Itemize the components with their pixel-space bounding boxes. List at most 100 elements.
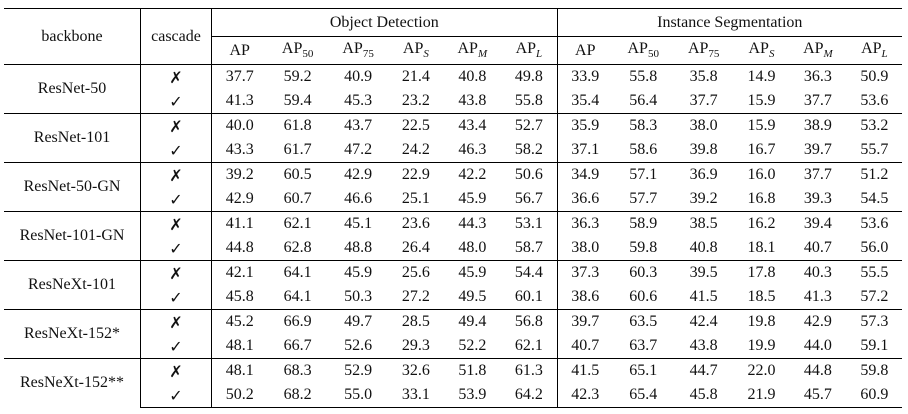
- value-cell: 16.8: [747, 190, 776, 207]
- value-cell: 15.9: [733, 113, 790, 138]
- value-cell: 39.2: [211, 162, 268, 187]
- value-cell: 37.7: [211, 64, 268, 89]
- value-cell: 38.0: [556, 236, 613, 261]
- det-metric-header: AP50: [267, 36, 328, 65]
- value-cell: 39.7: [556, 309, 613, 334]
- value-cell: 25.6: [388, 260, 444, 285]
- value-cell: 22.0: [733, 358, 790, 383]
- value-cell: 54.4: [501, 260, 558, 285]
- value-cell: 64.1: [267, 260, 328, 285]
- value-cell: 59.4: [283, 92, 312, 109]
- backbone-name: ResNet-101-GN: [4, 211, 141, 261]
- value-cell: 63.5: [612, 309, 674, 334]
- seg-metric-header: AP50: [612, 36, 674, 65]
- value-cell: 45.1: [327, 211, 389, 236]
- value-cell: 18.1: [747, 239, 776, 256]
- value-cell: 65.1: [612, 358, 674, 383]
- value-cell: 66.7: [283, 337, 312, 354]
- value-cell: 59.8: [629, 239, 658, 256]
- value-cell: 38.9: [789, 113, 847, 138]
- det-metric-header: APS: [388, 36, 444, 65]
- value-cell: 26.4: [401, 239, 430, 256]
- value-cell: 62.8: [283, 239, 312, 256]
- check-mark-icon: ✓: [140, 285, 212, 310]
- seg-metric-header: APS: [733, 36, 790, 65]
- det-metric-header: APM: [443, 36, 502, 65]
- value-cell: 62.1: [267, 211, 328, 236]
- value-cell: 40.3: [789, 260, 847, 285]
- metric-subscript: S: [768, 48, 775, 61]
- det-metric-header: AP75: [327, 36, 389, 65]
- cross-mark-icon: ✗: [140, 113, 212, 138]
- object-detection-header: Object Detection: [211, 8, 558, 37]
- cross-mark-icon: ✗: [140, 358, 212, 383]
- value-cell: 60.7: [283, 190, 312, 207]
- value-cell: 61.8: [267, 113, 328, 138]
- metric-subscript: 50: [647, 48, 659, 61]
- metric-subscript: 75: [708, 48, 720, 61]
- metric-base: AP: [402, 40, 424, 58]
- backbone-header: backbone: [4, 8, 141, 65]
- value-cell: 45.9: [458, 190, 487, 207]
- metric-base: AP: [803, 40, 824, 58]
- check-mark-icon: ✓: [140, 383, 212, 408]
- value-cell: 56.4: [629, 92, 658, 109]
- value-cell: 51.2: [846, 162, 902, 187]
- metric-base: AP: [748, 40, 769, 58]
- value-cell: 43.7: [327, 113, 389, 138]
- table-row: ✓ 50.2 68.2 55.0 33.1 53.9 64.2 42.3 65.4 45.8 21.…: [4, 383, 902, 408]
- table-row: ResNeXt-152** ✗ 48.1 68.3 52.9 32.6 51.8 61.3 41…: [4, 358, 902, 408]
- check-mark-icon: ✓: [140, 187, 212, 212]
- metric-base: AP: [515, 40, 537, 58]
- value-cell: 33.9: [556, 64, 613, 89]
- cross-mark-icon: ✗: [140, 162, 212, 187]
- value-cell: 19.9: [747, 337, 776, 354]
- value-cell: 23.6: [388, 211, 444, 236]
- value-cell: 36.9: [673, 162, 734, 187]
- value-cell: 61.3: [501, 358, 558, 383]
- value-cell: 58.6: [629, 141, 658, 158]
- value-cell: 57.3: [846, 309, 902, 334]
- value-cell: 22.5: [388, 113, 444, 138]
- value-cell: 57.7: [629, 190, 658, 207]
- value-cell: 42.4: [673, 309, 734, 334]
- metric-base: AP: [281, 40, 303, 58]
- check-mark-icon: ✓: [140, 138, 212, 163]
- check-mark-icon: ✓: [140, 236, 212, 261]
- value-cell: 37.1: [556, 138, 613, 163]
- value-cell: 55.0: [327, 383, 389, 408]
- cascade-header: cascade: [140, 8, 212, 65]
- value-cell: 49.8: [501, 64, 558, 89]
- value-cell: 40.7: [803, 239, 832, 256]
- value-cell: 52.9: [327, 358, 389, 383]
- cross-mark-icon: ✗: [140, 309, 212, 334]
- value-cell: 23.2: [401, 92, 430, 109]
- metric-base: AP: [229, 41, 250, 59]
- value-cell: 60.5: [267, 162, 328, 187]
- backbone-name: ResNeXt-152**: [4, 358, 141, 408]
- value-cell: 42.9: [789, 309, 847, 334]
- value-cell: 59.8: [846, 358, 902, 383]
- value-cell: 39.4: [789, 211, 847, 236]
- value-cell: 44.8: [211, 236, 268, 261]
- value-cell: 43.3: [211, 138, 268, 163]
- value-cell: 34.9: [556, 162, 613, 187]
- value-cell: 22.9: [388, 162, 444, 187]
- table-row: ResNet-50 ✗ 37.7 59.2 40.9 21.4 40.8 49.8 33.9 55…: [4, 64, 902, 114]
- metric-base: AP: [342, 40, 363, 58]
- value-cell: 53.2: [846, 113, 902, 138]
- value-cell: 14.9: [733, 64, 790, 89]
- value-cell: 40.7: [556, 334, 613, 359]
- value-cell: 41.5: [556, 358, 613, 383]
- seg-metric-header: APL: [846, 36, 902, 65]
- value-cell: 44.7: [673, 358, 734, 383]
- metric-base: AP: [627, 40, 648, 58]
- value-cell: 61.7: [283, 141, 312, 158]
- value-cell: 62.1: [514, 337, 543, 354]
- value-cell: 59.2: [267, 64, 328, 89]
- value-cell: 21.4: [388, 64, 444, 89]
- value-cell: 52.2: [458, 337, 487, 354]
- backbone-name: ResNet-50-GN: [4, 162, 141, 212]
- value-cell: 46.3: [458, 141, 487, 158]
- value-cell: 48.1: [211, 334, 268, 359]
